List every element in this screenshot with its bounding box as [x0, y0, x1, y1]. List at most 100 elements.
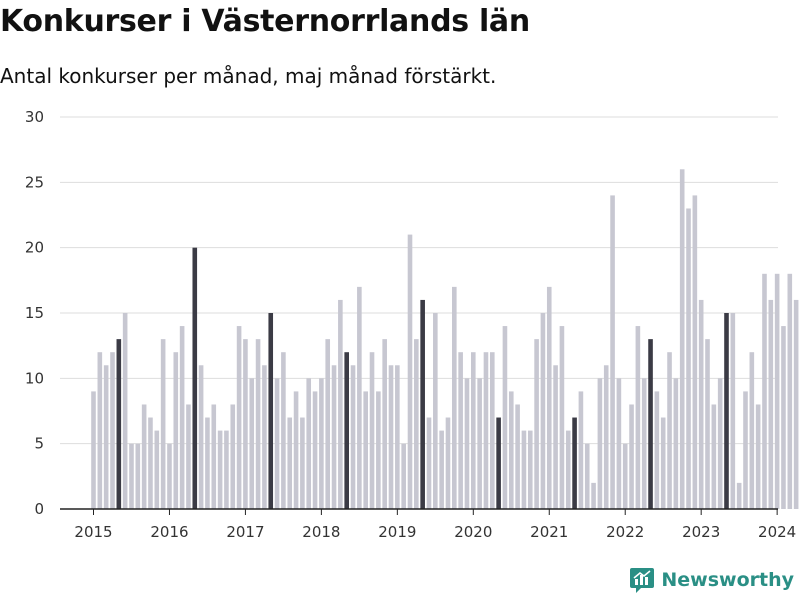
x-tick-label: 2021 [530, 523, 568, 541]
bar [135, 443, 141, 509]
bar [186, 404, 191, 509]
x-axis-ticks: 2015 2016 2017 2018 2019 2020 2021 2022 2023 2024… [74, 509, 796, 541]
bar [331, 365, 337, 509]
bar [610, 195, 615, 509]
x-tick-label: 2015 [74, 523, 112, 541]
bar [787, 273, 793, 509]
bar [622, 443, 628, 509]
bar [350, 365, 356, 509]
bar [262, 365, 267, 509]
bar [154, 430, 160, 509]
x-tick-label: 2023 [682, 523, 720, 541]
bar [268, 313, 274, 509]
bar [724, 313, 729, 509]
bar [173, 352, 179, 509]
y-axis-ticks: 0 5 10 15 20 25 30 [25, 108, 44, 518]
bar [597, 378, 603, 509]
newsworthy-icon [630, 568, 655, 593]
bar [312, 391, 318, 509]
bar [426, 417, 432, 509]
y-tick-label: 20 [25, 239, 44, 257]
brand-name: Newsworthy [661, 569, 794, 591]
bar [762, 273, 767, 509]
bar [287, 417, 293, 509]
bar [705, 339, 710, 509]
bar [230, 404, 236, 509]
bar [673, 378, 679, 509]
bar [445, 417, 451, 509]
x-tick-label: 2020 [454, 523, 492, 541]
bar [116, 339, 122, 509]
bar [167, 443, 172, 509]
bar [306, 378, 312, 509]
chart-title: Konkurser i Västernorrlands län [0, 4, 530, 39]
bar [300, 417, 305, 509]
bar [217, 430, 223, 509]
bar [616, 378, 622, 509]
bar [496, 417, 501, 509]
bar [344, 352, 349, 509]
x-tick-label: 2018 [302, 523, 340, 541]
bar [477, 378, 482, 509]
bar [559, 326, 565, 509]
bar [717, 378, 723, 509]
bar [382, 339, 387, 509]
bar [572, 417, 577, 509]
bar [249, 378, 255, 509]
bar [489, 352, 495, 509]
bar [768, 299, 774, 509]
bar [483, 352, 489, 509]
bar [211, 404, 217, 509]
y-tick-label: 15 [25, 304, 44, 322]
y-tick-label: 0 [34, 500, 44, 518]
bar [781, 326, 786, 509]
bar [414, 339, 419, 509]
bar [629, 404, 634, 509]
bar [667, 352, 672, 509]
bar [205, 417, 210, 509]
gridlines [60, 116, 778, 445]
bar [774, 273, 780, 509]
bar [179, 326, 185, 509]
bar [363, 391, 368, 509]
bar [692, 195, 698, 509]
bar [401, 443, 406, 509]
bar [736, 482, 742, 509]
bar [679, 169, 685, 509]
bar [369, 352, 375, 509]
bar [160, 339, 166, 509]
bar [439, 430, 444, 509]
chart-subtitle: Antal konkurser per månad, maj månad för… [0, 64, 497, 88]
y-tick-label: 25 [25, 173, 44, 191]
bar [376, 391, 381, 509]
bar [749, 352, 755, 509]
bar [97, 352, 103, 509]
x-tick-label: 2024 [758, 523, 796, 541]
bar [103, 365, 109, 509]
bar [458, 352, 463, 509]
bar [527, 430, 533, 509]
bar [565, 430, 571, 509]
bar [224, 430, 229, 509]
bar [471, 352, 476, 509]
bar [281, 352, 286, 509]
bar [122, 313, 128, 509]
bar [148, 417, 153, 509]
bar [91, 391, 96, 509]
bar [553, 365, 558, 509]
bar [635, 326, 641, 509]
bar [198, 365, 204, 509]
bar [730, 313, 736, 509]
brand-logo: Newsworthy [629, 566, 794, 594]
bar [578, 391, 584, 509]
bar [338, 299, 343, 509]
bar [591, 482, 596, 509]
bar [407, 234, 413, 509]
bar [793, 299, 799, 509]
bar [660, 417, 666, 509]
bar [357, 286, 362, 509]
bar [192, 247, 198, 510]
bar [243, 339, 248, 509]
bar [388, 365, 394, 509]
